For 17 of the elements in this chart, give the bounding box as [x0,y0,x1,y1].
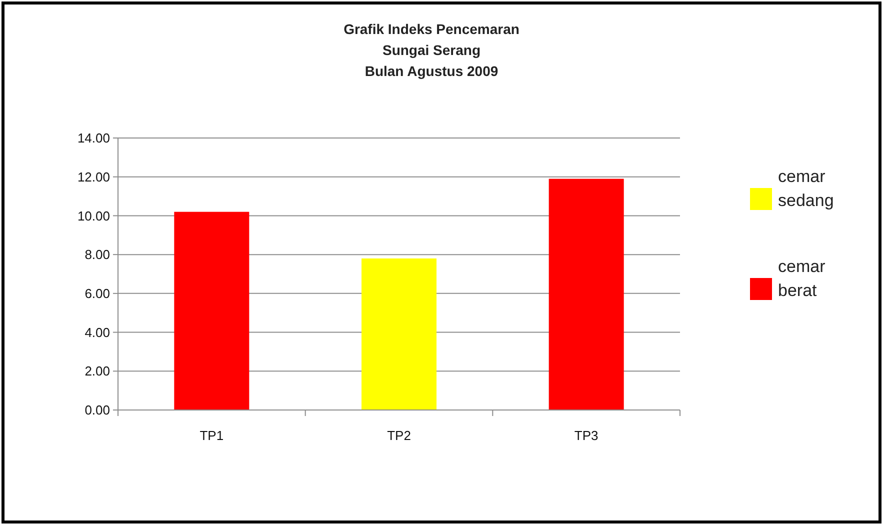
x-tick-label: TP2 [387,428,411,443]
x-tick-label: TP1 [200,428,224,443]
bar [548,178,624,410]
y-tick-label: 0.00 [84,402,110,418]
y-tick-label: 12.00 [77,169,110,184]
y-tick-label: 6.00 [84,286,110,301]
y-tick-label: 2.00 [84,364,110,379]
y-tick-label: 10.00 [77,208,110,224]
bar [174,212,250,410]
x-tick-label: TP3 [574,428,598,443]
chart-title: Grafik Indeks Pencemaran Sungai Serang Bulan Agustus 2009 [344,21,520,79]
y-tick-label: 4.00 [84,324,110,340]
legend-label: cemar sedang [778,167,834,210]
y-tick-label: 8.00 [84,247,110,262]
bar [362,258,436,410]
y-tick-label: 14.00 [77,130,110,146]
legend-label: cemar berat [778,257,826,300]
